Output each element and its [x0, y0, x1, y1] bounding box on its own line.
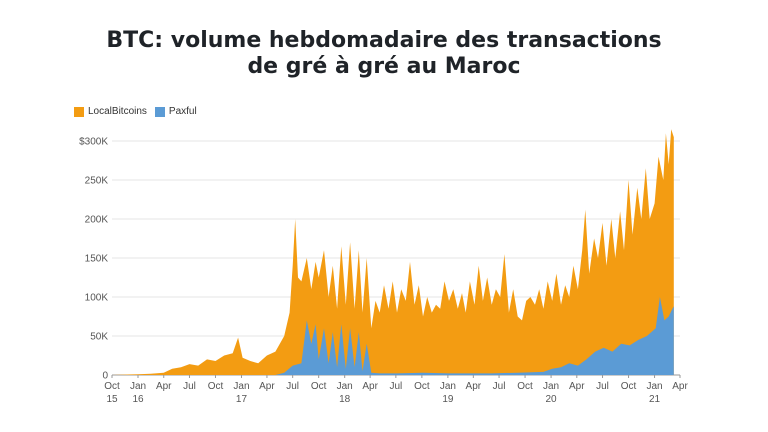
- x-tick-year: 15: [106, 394, 118, 405]
- x-axis: Oct 15 Jan 16 Apr Jul Oct Jan 17 Apr Jul Oct Jan 18 Ap…: [104, 375, 688, 405]
- x-tick-label: Jul: [493, 381, 506, 392]
- legend-item-localbitcoins: LocalBitcoins: [74, 106, 147, 117]
- x-tick-year: 21: [649, 394, 661, 405]
- chart-title-line2: de gré à gré au Maroc: [247, 54, 521, 79]
- x-tick-label: Jan: [130, 381, 146, 392]
- chart-legend: LocalBitcoins Paxful: [74, 106, 205, 117]
- x-tick-label: Jan: [440, 381, 456, 392]
- x-tick-year: 20: [546, 394, 558, 405]
- legend-label-localbitcoins: LocalBitcoins: [88, 106, 147, 117]
- series-area-localbitcoins: [112, 129, 674, 375]
- x-tick-label: Apr: [156, 381, 172, 392]
- x-tick-year: 19: [442, 394, 454, 405]
- chart-title-line1: BTC: volume hebdomadaire des transaction…: [106, 28, 662, 53]
- x-tick-label: Apr: [466, 381, 482, 392]
- y-tick-label: 250K: [85, 176, 109, 187]
- areas: [112, 129, 674, 375]
- x-tick-label: Apr: [569, 381, 585, 392]
- y-tick-label: 150K: [85, 254, 109, 265]
- y-tick-label: 100K: [85, 293, 109, 304]
- legend-item-paxful: Paxful: [154, 106, 197, 117]
- x-tick-label: Apr: [362, 381, 378, 392]
- y-tick-label: 200K: [85, 215, 109, 226]
- x-tick-year: 17: [236, 394, 248, 405]
- x-tick-year: 18: [339, 394, 351, 405]
- legend-swatch-paxful: [154, 106, 165, 117]
- x-tick-label: Oct: [517, 381, 533, 392]
- legend-label-paxful: Paxful: [168, 106, 197, 117]
- legend-swatch-localbitcoins: [74, 106, 84, 117]
- x-tick-label: Oct: [311, 381, 327, 392]
- x-tick-label: Jan: [646, 381, 662, 392]
- x-tick-label: Oct: [414, 381, 430, 392]
- x-tick-label: Oct: [208, 381, 224, 392]
- x-tick-label: Oct: [621, 381, 637, 392]
- series-area-paxful: [112, 297, 674, 375]
- x-tick-label: Jan: [337, 381, 353, 392]
- x-tick-label: Jul: [389, 381, 402, 392]
- chart-title: BTC: volume hebdomadaire des transaction…: [0, 28, 768, 80]
- x-tick-label: Apr: [672, 381, 688, 392]
- y-axis: 0 50K 100K 150K 200K 250K $300K: [79, 137, 108, 382]
- x-tick-label: Jul: [183, 381, 196, 392]
- x-tick-year: 16: [132, 394, 144, 405]
- x-tick-label: Apr: [259, 381, 275, 392]
- x-tick-label: Jan: [543, 381, 559, 392]
- y-tick-label: $300K: [79, 137, 108, 148]
- x-tick-label: Oct: [104, 381, 120, 392]
- x-tick-label: Jul: [596, 381, 609, 392]
- x-tick-label: Jan: [233, 381, 249, 392]
- x-tick-label: Jul: [286, 381, 299, 392]
- y-tick-label: 0: [102, 371, 108, 382]
- y-tick-label: 50K: [90, 332, 108, 343]
